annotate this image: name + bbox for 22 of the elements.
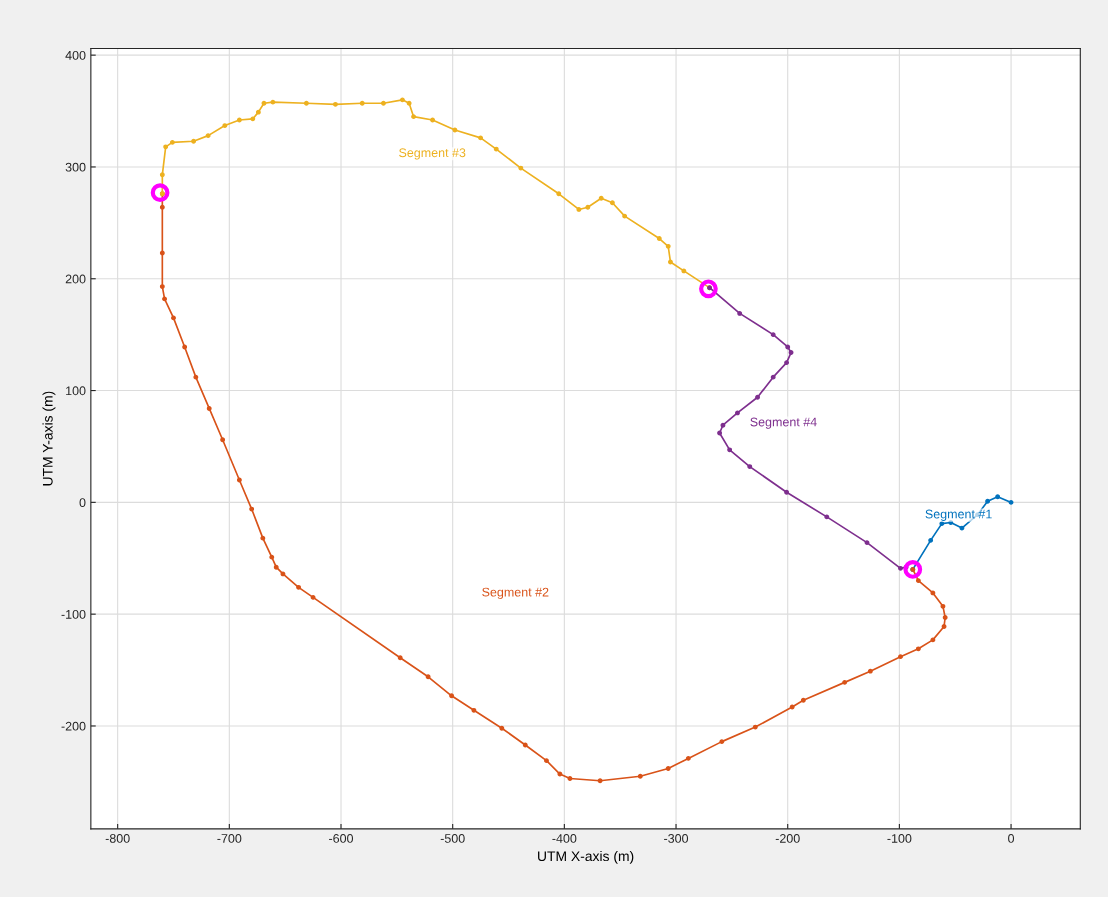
- x-tick-label: -500: [440, 834, 465, 843]
- x-tick-label: 0: [1008, 834, 1015, 843]
- x-tick-label: -800: [105, 834, 130, 843]
- x-axis-title: UTM X-axis (m): [538, 850, 634, 864]
- annotation: Segment #2: [482, 587, 549, 599]
- x-tick-label: -400: [552, 834, 577, 843]
- y-tick-label: -200: [61, 721, 86, 731]
- y-tick-label: 400: [65, 50, 86, 60]
- y-axis-title: UTM Y-axis (m): [42, 391, 56, 486]
- y-tick-label: 100: [66, 386, 86, 396]
- y-tick-label: 300: [65, 162, 86, 172]
- annotation: Segment #4: [750, 417, 817, 429]
- y-tick-label: -100: [61, 609, 86, 619]
- x-tick-label: -700: [217, 834, 242, 843]
- y-tick-label: 0: [79, 498, 86, 508]
- annotation: Segment #3: [399, 148, 466, 160]
- x-tick-label: -300: [664, 834, 689, 843]
- y-tick-label: 200: [65, 274, 86, 284]
- annotation: Segment #1: [925, 509, 992, 521]
- x-tick-label: -600: [329, 834, 354, 843]
- x-tick-label: -100: [887, 834, 912, 843]
- x-tick-label: -200: [775, 834, 800, 843]
